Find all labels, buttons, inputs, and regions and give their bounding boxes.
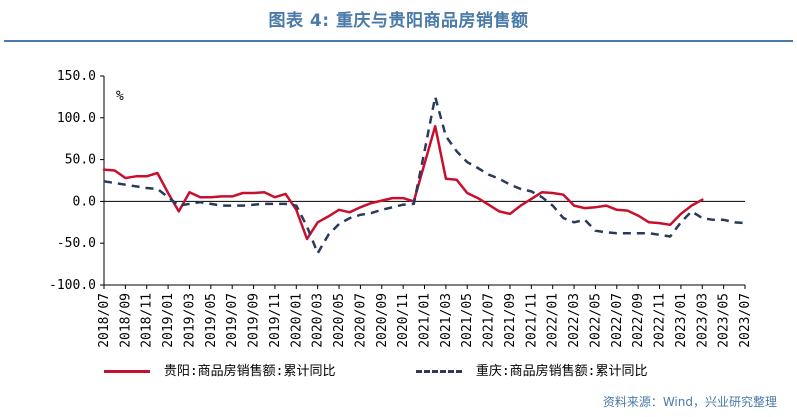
y-tick-label: 100.0 (57, 111, 96, 126)
y-tick-label: 0.0 (73, 194, 96, 209)
x-tick-label: 2019/09 (247, 293, 262, 348)
x-tick-label: 2023/01 (674, 293, 689, 348)
x-tick-label: 2020/09 (375, 293, 390, 348)
x-tick-label: 2022/11 (653, 293, 668, 348)
legend-item-chongqing: 重庆:商品房销售额:累计同比 (416, 360, 647, 380)
series-line-chongqing (103, 95, 746, 255)
x-tick-label: 2018/07 (97, 293, 112, 348)
x-tick-label: 2021/09 (503, 293, 518, 348)
unit-label: % (116, 89, 124, 104)
series-line-guiyang (102, 124, 704, 241)
x-tick-label: 2022/07 (610, 293, 625, 348)
x-tick-label: 2023/05 (717, 293, 732, 348)
legend-item-guiyang: 贵阳:商品房销售额:累计同比 (104, 360, 335, 380)
x-tick-label: 2019/05 (204, 293, 219, 348)
x-tick-label: 2021/11 (524, 293, 539, 348)
legend-label-guiyang: 贵阳:商品房销售额:累计同比 (163, 364, 336, 379)
x-tick-label: 2020/07 (353, 293, 368, 348)
x-tick-label: 2019/07 (225, 293, 240, 348)
title-divider (4, 40, 793, 42)
chart-title: 图表 4: 重庆与贵阳商品房销售额 (268, 11, 529, 31)
x-tick-label: 2019/03 (182, 293, 197, 348)
x-tick-label: 2022/03 (567, 293, 582, 348)
x-tick-label: 2020/11 (396, 293, 411, 348)
y-tick-label: -100.0 (49, 278, 96, 293)
x-tick-label: 2019/11 (268, 293, 283, 348)
x-tick-label: 2023/03 (695, 293, 710, 348)
x-tick-label: 2020/01 (289, 293, 304, 348)
y-tick-label: -50.0 (57, 236, 96, 251)
x-tick-label: 2022/01 (546, 293, 561, 348)
x-tick-label: 2018/09 (118, 293, 133, 348)
x-tick-label: 2020/03 (311, 293, 326, 348)
x-tick-label: 2021/03 (439, 293, 454, 348)
source-note: 资料来源：Wind，兴业研究整理 (602, 395, 777, 409)
y-tick-label: 50.0 (65, 153, 96, 168)
x-tick-label: 2020/05 (332, 293, 347, 348)
x-tick-label: 2022/09 (631, 293, 646, 348)
legend-solid-line-icon (104, 370, 150, 373)
x-tick-label: 2021/01 (418, 293, 433, 348)
x-tick-label: 2018/11 (140, 293, 155, 348)
legend-label-chongqing: 重庆:商品房销售额:累计同比 (475, 364, 648, 379)
x-tick-label: 2022/05 (588, 293, 603, 348)
legend-dashed-line-icon (416, 370, 462, 373)
x-tick-label: 2023/07 (738, 293, 753, 348)
x-tick-label: 2021/07 (482, 293, 497, 348)
y-tick-label: 150.0 (57, 69, 96, 84)
x-tick-label: 2021/05 (460, 293, 475, 348)
x-tick-label: 2019/01 (161, 293, 176, 348)
